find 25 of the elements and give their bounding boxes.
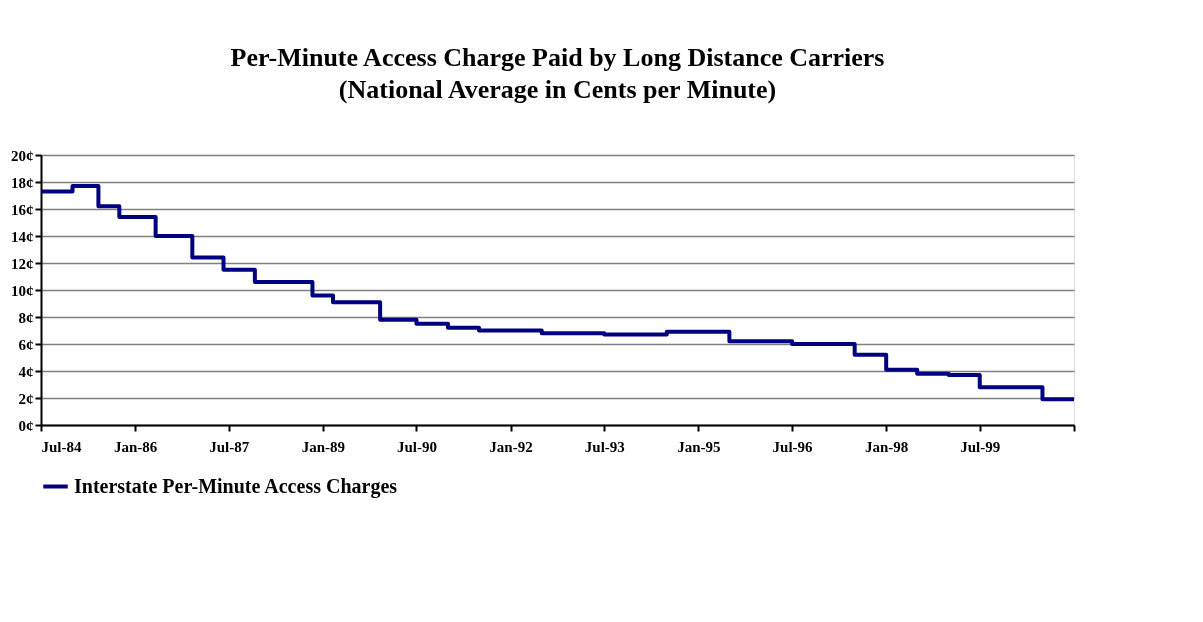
- chart-title: Per-Minute Access Charge Paid by Long Distance Carriers: [230, 43, 885, 72]
- y-tick-label: 0¢: [18, 417, 34, 434]
- chart-subtitle: (National Average in Cents per Minute): [338, 75, 777, 104]
- y-tick-label: 20¢: [11, 147, 34, 164]
- x-tick-label: Jul-84: [41, 438, 82, 455]
- x-tick-label: Jul-96: [772, 438, 814, 455]
- y-tick-label: 2¢: [18, 390, 34, 407]
- x-tick-label: Jan-95: [677, 438, 721, 455]
- y-tick-label: 10¢: [11, 282, 34, 299]
- x-tick-label: Jan-86: [113, 438, 158, 455]
- x-tick-label: Jan-92: [489, 438, 533, 455]
- y-tick-label: 8¢: [18, 309, 34, 326]
- y-tick-label: 6¢: [18, 336, 34, 353]
- y-tick-label: 12¢: [11, 255, 34, 272]
- y-tick-label: 18¢: [11, 174, 34, 191]
- y-tick-label: 16¢: [11, 201, 34, 218]
- x-tick-label: Jul-90: [396, 438, 437, 455]
- x-tick-label: Jul-99: [960, 438, 1001, 455]
- y-tick-label: 4¢: [18, 363, 34, 380]
- x-tick-label: Jul-87: [209, 438, 250, 455]
- legend-label: Interstate Per-Minute Access Charges: [74, 474, 398, 498]
- x-tick-label: Jul-93: [584, 438, 625, 455]
- x-tick-label: Jan-89: [301, 438, 346, 455]
- x-tick-label: Jan-98: [865, 438, 909, 455]
- y-tick-label: 14¢: [11, 228, 34, 245]
